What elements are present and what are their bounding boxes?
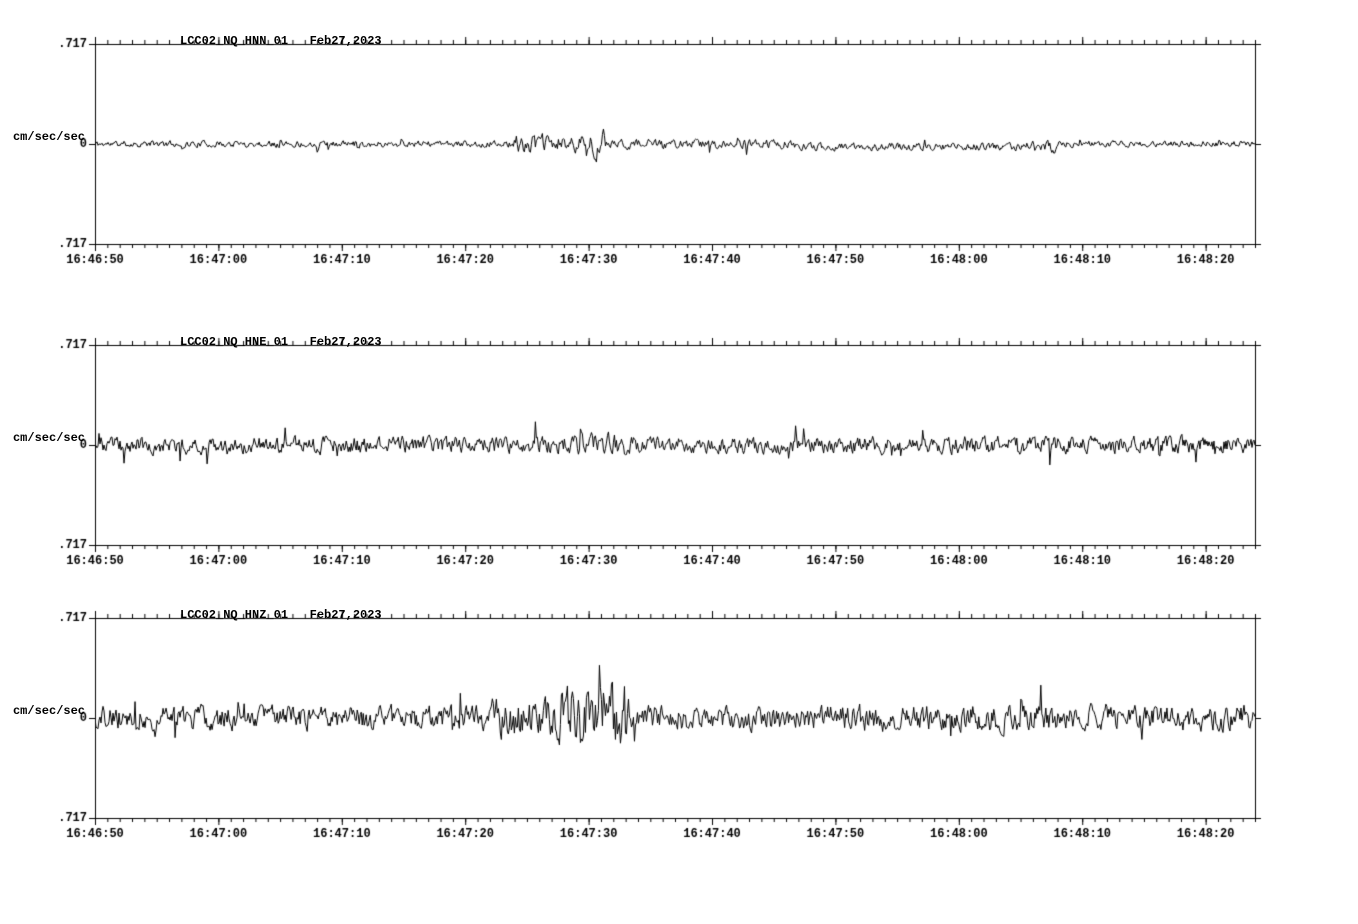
waveform-canvas [60,337,1340,577]
waveform-canvas [60,36,1340,276]
waveform-canvas [60,610,1340,850]
seismogram-page: LCC02_NQ_HNN_01 Feb27,2023 cm/sec/sec LC… [0,0,1358,924]
